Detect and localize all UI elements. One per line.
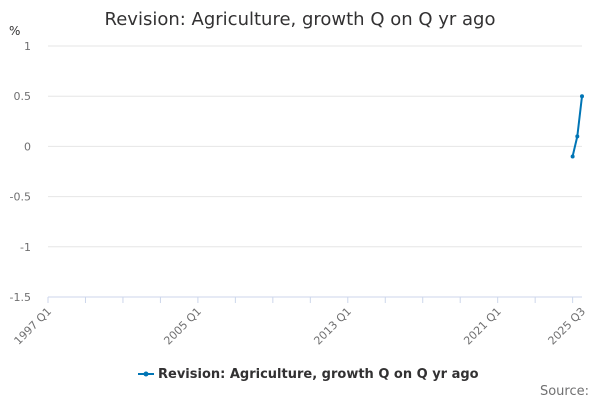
data-point: [575, 134, 580, 139]
y-tick-label: 0: [24, 140, 31, 153]
legend-marker-swatch: [143, 371, 149, 377]
x-tick-label: 2025 Q3: [546, 305, 589, 348]
x-axis: [47, 296, 582, 303]
y-tick-label: -0.5: [10, 191, 31, 204]
y-tick-label: -1.5: [10, 291, 31, 304]
x-tick-label: 2005 Q1: [161, 305, 204, 348]
gridlines: [48, 45, 582, 248]
y-tick-label: -1: [20, 241, 31, 254]
series-line: [571, 96, 583, 157]
x-tick-label: 2021 Q1: [461, 305, 504, 348]
data-point: [580, 94, 584, 99]
y-axis-ticks: 1 0.5 0 -0.5 -1 -1.5: [10, 40, 31, 304]
x-axis-ticks: 1997 Q1 2005 Q1 2013 Q1 2021 Q1 2025 Q3: [12, 305, 589, 348]
y-tick-label: 0.5: [14, 90, 32, 103]
x-tick-label: 1997 Q1: [12, 305, 55, 348]
x-tick-label: 2013 Q1: [311, 305, 354, 348]
chart-title: Revision: Agriculture, growth Q on Q yr …: [105, 9, 496, 30]
source-label: Source:: [540, 384, 589, 399]
y-tick-label: 1: [24, 40, 31, 53]
legend[interactable]: Revision: Agriculture, growth Q on Q yr …: [138, 367, 479, 382]
legend-label: Revision: Agriculture, growth Q on Q yr …: [158, 367, 479, 382]
y-axis-unit-label: %: [9, 24, 20, 38]
plot-area: [570, 94, 584, 159]
data-point: [570, 154, 575, 159]
